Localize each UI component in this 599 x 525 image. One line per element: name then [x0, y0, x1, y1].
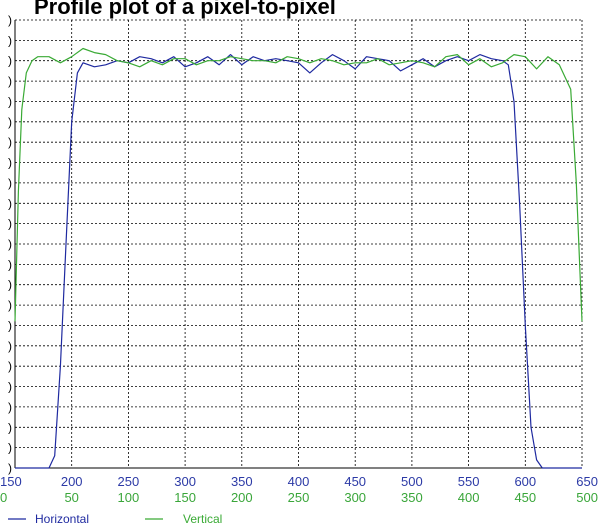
y-tick-label: ): [8, 33, 12, 47]
legend-vertical-label: Vertical: [183, 512, 222, 525]
y-tick-label: ): [8, 461, 12, 475]
x-tick-label: 200: [61, 474, 83, 489]
y-tick-label: ): [8, 420, 12, 434]
y-tick-label: ): [8, 319, 12, 333]
x-tick-label: 150: [0, 474, 22, 489]
x-tick-label: 350: [231, 474, 253, 489]
x-tick-label: 550: [458, 474, 480, 489]
y-tick-label: ): [8, 400, 12, 414]
x-tick-label: 400: [458, 490, 480, 505]
x-tick-label: 450: [514, 490, 536, 505]
x-axis-ticks: 150 200 250 300 350 400 450 500 550 600 650 0 50 100 1…: [0, 474, 598, 505]
x-tick-label: 250: [288, 490, 310, 505]
y-tick-label: ): [8, 13, 12, 27]
y-tick-label: ): [8, 196, 12, 210]
chart-series: [14, 47, 583, 469]
x-tick-label: 150: [174, 490, 196, 505]
y-tick-label: ): [8, 237, 12, 251]
x-tick-label: 100: [118, 490, 140, 505]
y-tick-label: ): [8, 380, 12, 394]
chart-title: Profile plot of a pixel-to-pixel: [34, 0, 336, 19]
y-tick-label: ): [8, 95, 12, 109]
x-tick-label: 50: [64, 490, 78, 505]
x-tick-label: 200: [231, 490, 253, 505]
y-tick-label: ): [8, 135, 12, 149]
x-tick-label: 500: [576, 490, 598, 505]
x-tick-label: 400: [288, 474, 310, 489]
y-axis-ticks: ))))))))))))))))))))))): [8, 13, 12, 475]
legend-horizontal-label: Horizontal: [35, 512, 89, 525]
x-tick-label: 300: [174, 474, 196, 489]
y-tick-label: ): [8, 441, 12, 455]
chart-grid: [14, 19, 583, 469]
x-tick-label: 650: [576, 474, 598, 489]
x-tick-label: 0: [0, 490, 7, 505]
y-tick-label: ): [8, 257, 12, 271]
x-tick-label: 350: [401, 490, 423, 505]
x-tick-label: 450: [344, 474, 366, 489]
x-tick-label: 600: [514, 474, 536, 489]
y-tick-label: ): [8, 54, 12, 68]
y-tick-label: ): [8, 156, 12, 170]
x-tick-label: 250: [118, 474, 140, 489]
series-line-vertical: [14, 47, 583, 322]
chart-legend: Horizontal Vertical: [8, 512, 222, 525]
y-tick-label: ): [8, 298, 12, 312]
x-tick-label: 500: [401, 474, 423, 489]
y-tick-label: ): [8, 359, 12, 373]
y-tick-label: ): [8, 278, 12, 292]
y-tick-label: ): [8, 217, 12, 231]
y-tick-label: ): [8, 115, 12, 129]
y-tick-label: ): [8, 339, 12, 353]
y-tick-label: ): [8, 74, 12, 88]
y-tick-label: ): [8, 176, 12, 190]
x-tick-label: 300: [344, 490, 366, 505]
